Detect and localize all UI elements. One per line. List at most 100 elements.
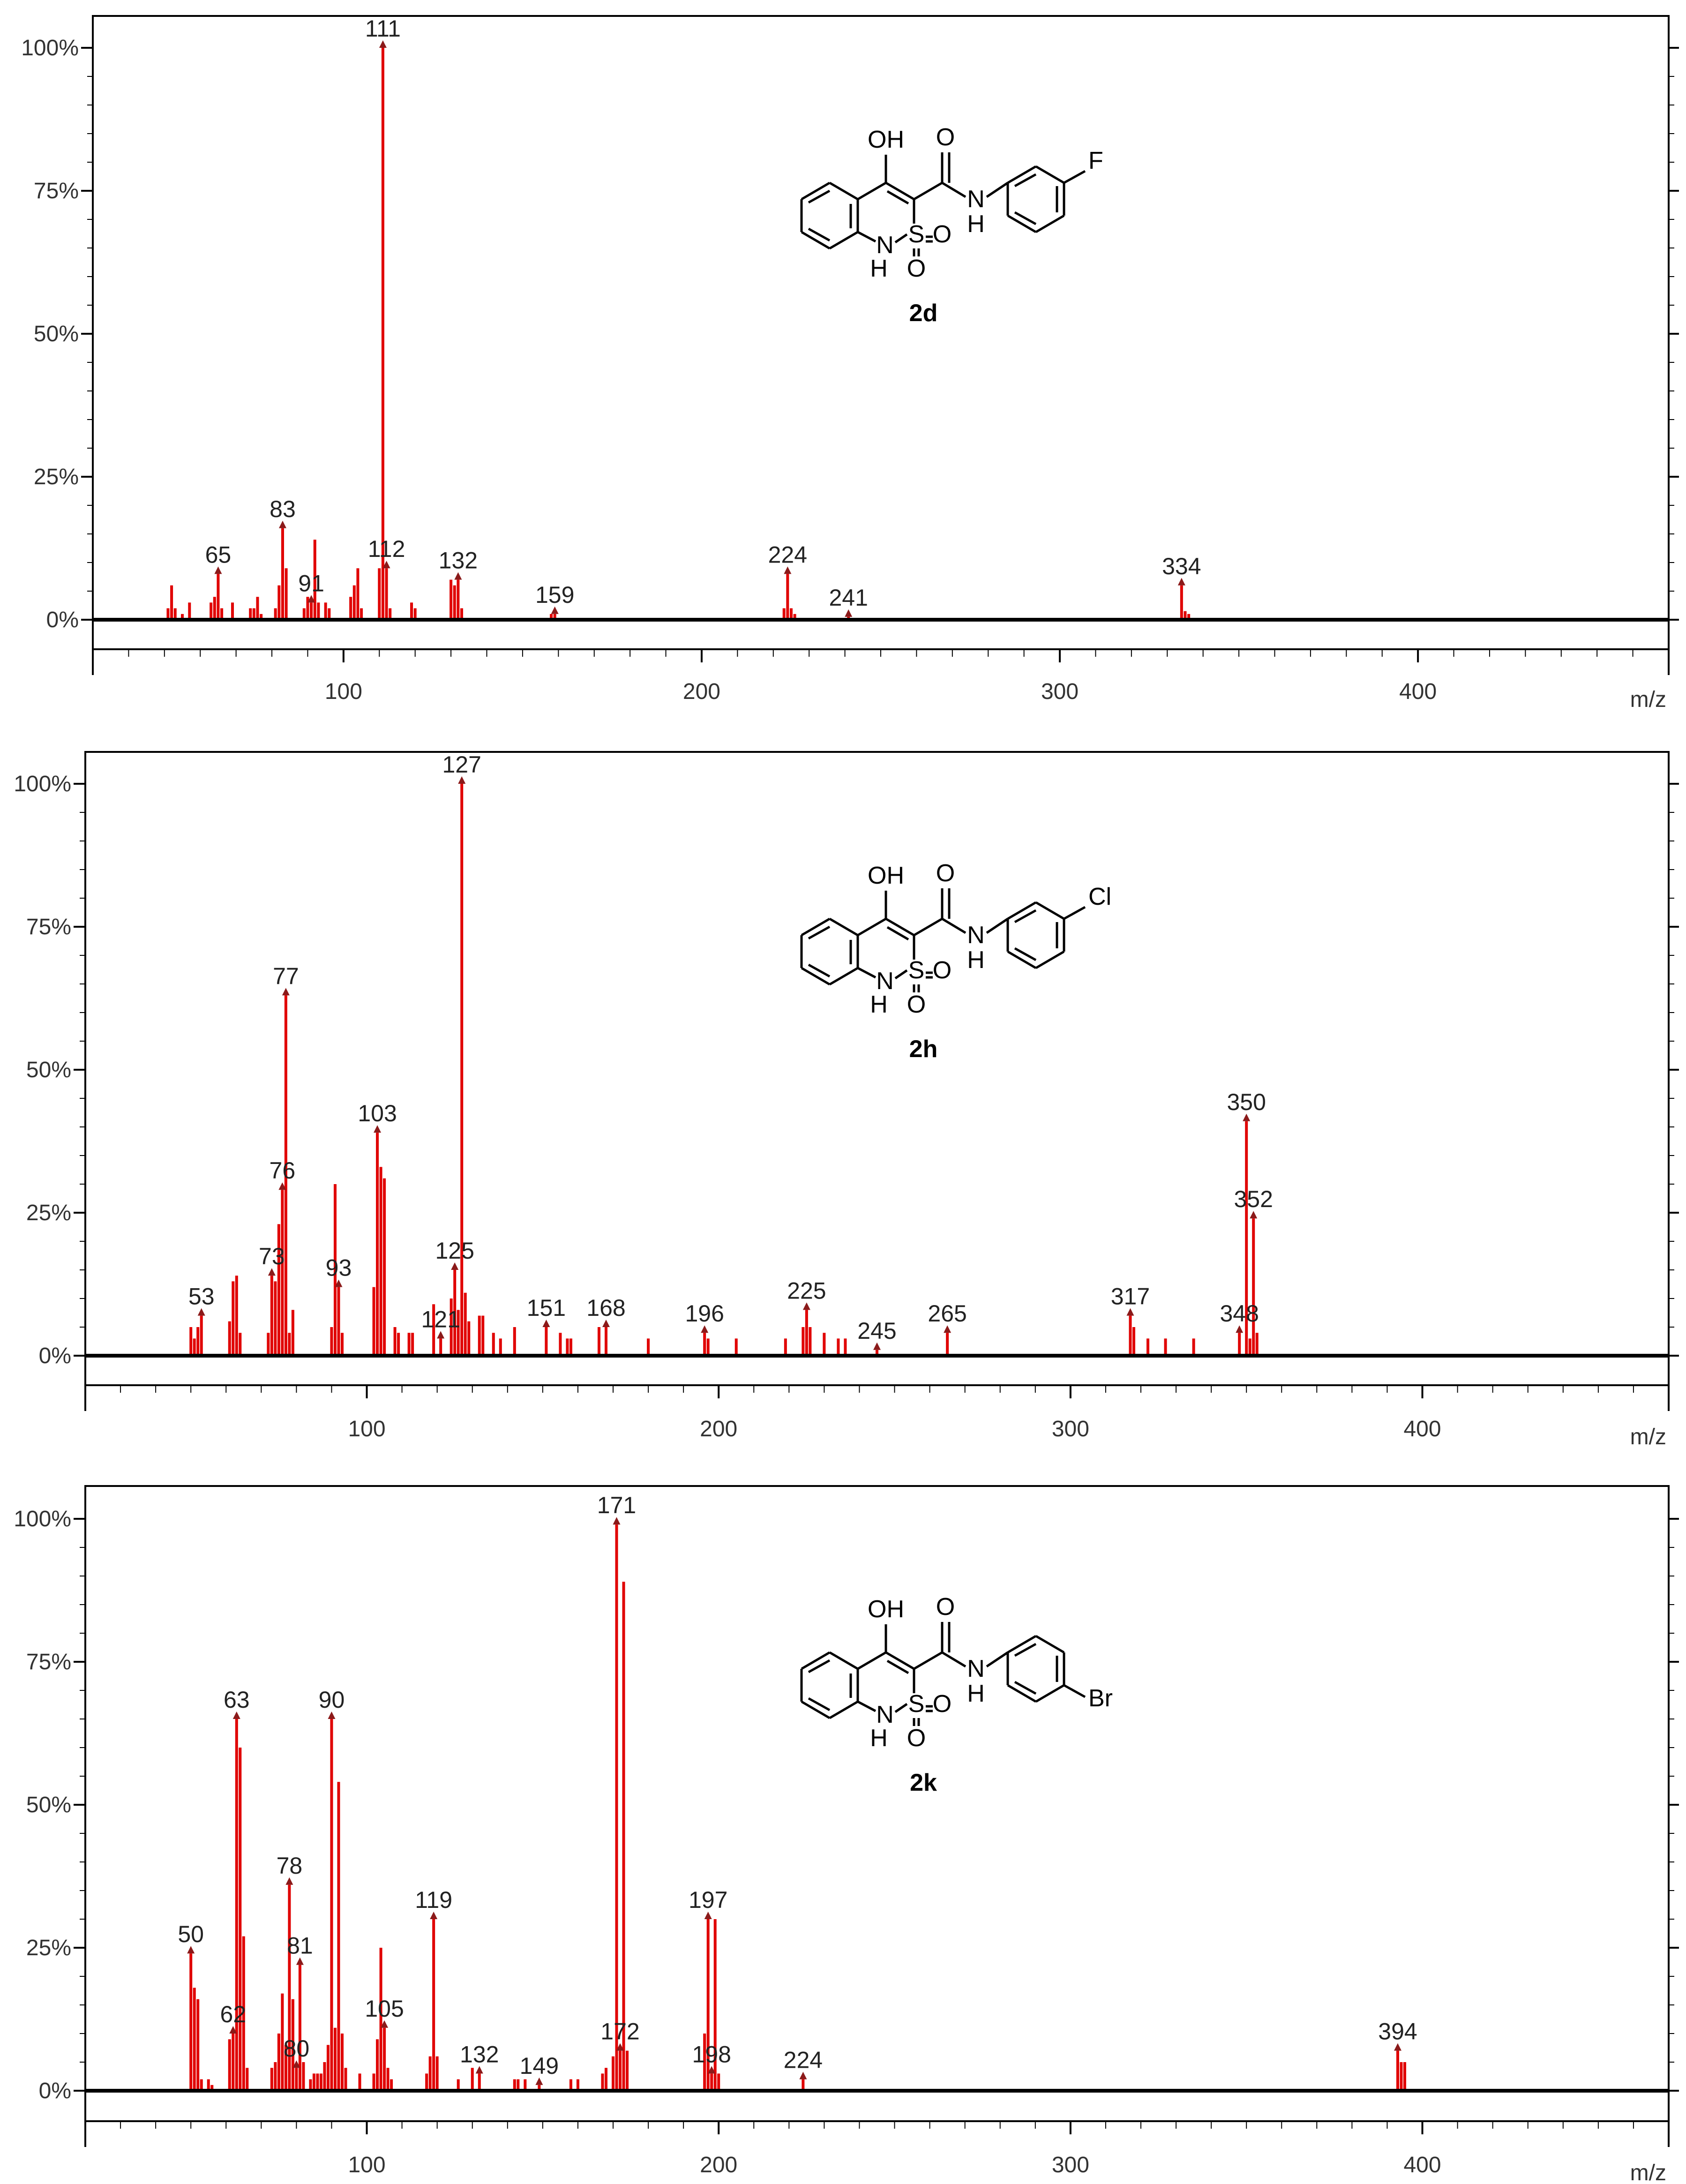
y-tick-label: 100% [14, 1507, 71, 1531]
hydroxyl-label: OH [868, 1596, 904, 1623]
compound-label: 2k [910, 1769, 937, 1796]
peak-marker [328, 1711, 336, 1719]
peak-marker [1394, 2043, 1401, 2051]
x-tick-label: 300 [1041, 679, 1079, 704]
peak-marker [1243, 1113, 1251, 1121]
ring-bond [857, 967, 877, 979]
peak-label: 119 [415, 1887, 452, 1913]
peak-label: 111 [365, 15, 401, 42]
aryl-bond [1007, 1635, 1037, 1654]
bond-c-amide [913, 1651, 943, 1670]
peak-marker [430, 1912, 438, 1919]
ring-hydrogen-label: H [870, 255, 888, 282]
peak-marker [602, 1320, 610, 1327]
y-tick-label: 75% [34, 179, 79, 203]
aryl-bond [1035, 950, 1065, 969]
amide-hydrogen-label: H [967, 210, 985, 238]
bond-c-amide [913, 181, 943, 201]
ring-bond [857, 231, 877, 243]
ring-hydrogen-label: H [870, 1725, 888, 1752]
peak-label: 265 [928, 1300, 967, 1327]
peak-label: 127 [442, 751, 481, 778]
aryl-double-bond [1014, 173, 1037, 188]
ring-hydrogen-label: H [870, 991, 888, 1018]
x-tick-label: 300 [1052, 2153, 1089, 2177]
peak-label: 225 [787, 1277, 826, 1304]
benzene-bond [801, 181, 831, 201]
aryl-double-bond [1014, 947, 1037, 961]
peak-marker [616, 2043, 624, 2051]
ring-bond [857, 917, 887, 937]
y-tick-label: 50% [26, 1058, 71, 1082]
peak-label: 149 [520, 2053, 559, 2079]
carbonyl-oxygen-label: O [936, 860, 955, 887]
aryl-bond [1007, 901, 1037, 920]
peak-marker [475, 2066, 483, 2074]
peak-label: 334 [1162, 553, 1201, 579]
peak-marker [197, 1308, 205, 1316]
peak-marker [551, 606, 559, 614]
peak-marker [704, 1912, 712, 1919]
sulfonyl-oxygen-label: O [933, 957, 952, 984]
y-tick-label: 50% [26, 1793, 71, 1817]
sulfur-label: S [908, 1690, 925, 1718]
bond-c-amide [913, 917, 943, 937]
peak-label: 76 [270, 1157, 296, 1184]
peak-marker [535, 2077, 543, 2085]
benzene-bond [801, 1651, 831, 1670]
aryl-bond [1035, 901, 1065, 920]
peak-label: 348 [1220, 1300, 1259, 1327]
peak-marker [454, 572, 462, 580]
ring-nitrogen-label: N [876, 1701, 894, 1728]
ring-bond [857, 181, 887, 201]
amide-hydrogen-label: H [967, 946, 985, 974]
ring-bond [894, 233, 908, 244]
x-tick-label: 400 [1403, 1417, 1441, 1441]
y-tick-label: 25% [26, 1936, 71, 1960]
peak-label: 53 [188, 1283, 215, 1310]
y-tick-label: 25% [26, 1201, 71, 1225]
peak-label: 105 [365, 1996, 404, 2022]
aryl-bond [1007, 165, 1037, 184]
peak-label: 73 [259, 1243, 285, 1269]
ring-nitrogen-label: N [876, 232, 894, 259]
aryl-bond [1035, 1684, 1065, 1703]
ring-bond [885, 917, 915, 937]
peak-label: 317 [1111, 1283, 1150, 1310]
peak-label: 65 [205, 541, 232, 568]
spectrum-panel-2k: 0% 25% 50% 75% 100% 100 200 300 400 m/z 50 62 63 78 80… [14, 1485, 1679, 2184]
peak-marker [799, 2071, 807, 2079]
peak-label: 103 [358, 1100, 397, 1126]
peak-label: 197 [689, 1887, 727, 1913]
aryl-double-bond [1014, 211, 1037, 225]
spectrum-panel-2d: 0% 25% 50% 75% 100% 100 200 300 400 m/z 65 83 91 111 1… [21, 15, 1679, 712]
substituent-label: F [1088, 147, 1103, 174]
aryl-double-bond [1014, 1643, 1037, 1657]
peak-marker [437, 1331, 445, 1339]
peak-marker [382, 561, 390, 569]
peak-marker [944, 1325, 952, 1333]
bond-n-aryl [986, 917, 1009, 934]
peak-marker [187, 1946, 195, 1954]
benzene-bond [829, 917, 859, 937]
peak-label: 125 [435, 1238, 474, 1264]
peak-label: 172 [600, 2019, 639, 2045]
sulfonyl-oxygen-label: O [907, 991, 926, 1018]
hydroxyl-label: OH [868, 862, 904, 889]
sulfur-label: S [908, 221, 925, 248]
x-tick-label: 200 [683, 679, 720, 704]
ring-double-bond [886, 190, 909, 205]
hydroxyl-label: OH [868, 126, 904, 153]
peak-label: 77 [273, 963, 299, 989]
peak-marker [232, 1711, 240, 1719]
plot-frame [92, 15, 1670, 675]
plot-frame [84, 751, 1670, 1411]
amide-nitrogen-label: N [967, 186, 985, 213]
peak-marker [845, 609, 853, 617]
y-tick-label: 75% [26, 1650, 71, 1674]
ring-bond [857, 1651, 887, 1670]
ring-bond [885, 181, 915, 201]
